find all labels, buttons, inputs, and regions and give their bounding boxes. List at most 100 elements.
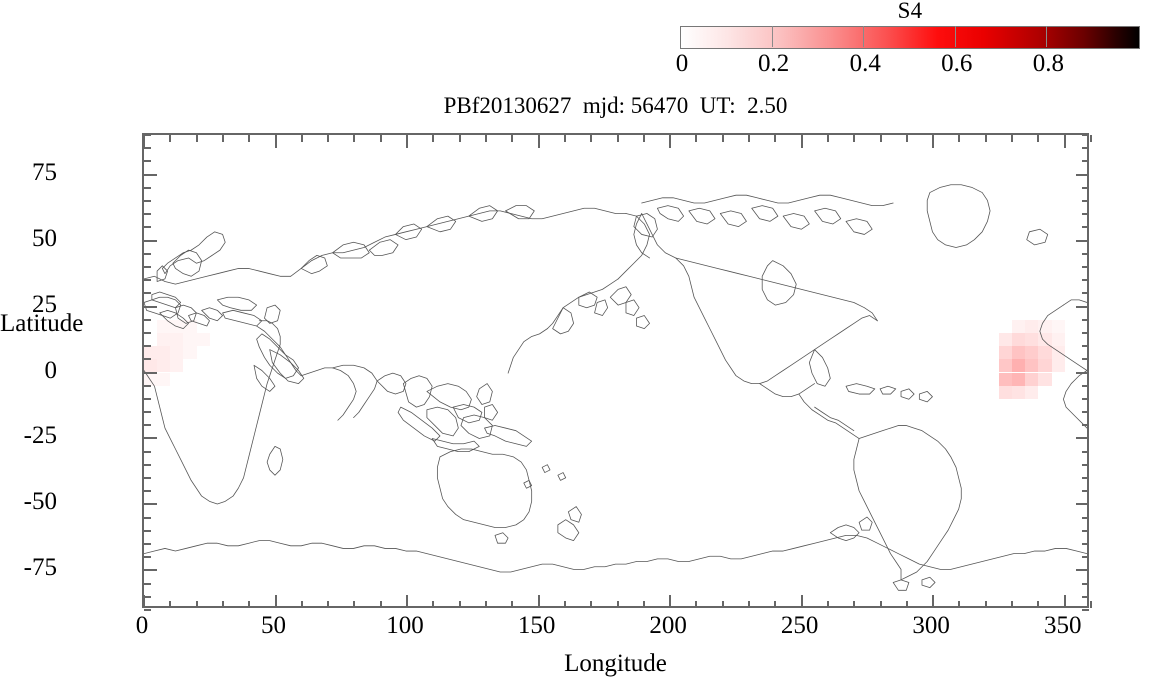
x-major-tick	[800, 135, 803, 148]
x-minor-tick	[432, 601, 435, 608]
data-cell	[157, 332, 171, 347]
colorbar-tick	[771, 26, 773, 47]
x-minor-tick	[853, 601, 856, 608]
data-cell	[157, 372, 171, 386]
x-minor-tick	[300, 135, 303, 142]
x-tick-label: 100	[386, 612, 424, 639]
data-cell	[1012, 385, 1026, 399]
y-minor-tick	[1082, 147, 1089, 150]
y-minor-tick	[144, 397, 151, 400]
data-cell	[183, 332, 197, 347]
y-major-tick	[1076, 503, 1089, 506]
y-major-tick	[1076, 569, 1089, 572]
y-minor-tick	[1082, 609, 1089, 611]
x-minor-tick	[484, 135, 487, 142]
x-minor-tick	[221, 601, 224, 608]
x-minor-tick	[353, 601, 356, 608]
colorbar-tick	[863, 26, 865, 47]
x-minor-tick	[1011, 601, 1014, 608]
data-cell	[144, 359, 158, 373]
y-minor-tick	[144, 556, 151, 559]
y-minor-tick	[144, 582, 151, 585]
x-minor-tick	[379, 601, 382, 608]
x-major-tick	[274, 595, 277, 608]
x-minor-tick	[958, 601, 961, 608]
x-minor-tick	[879, 135, 882, 142]
y-tick-label: 0	[44, 356, 58, 384]
x-minor-tick	[248, 601, 251, 608]
x-minor-tick	[379, 135, 382, 142]
y-major-tick	[144, 239, 157, 242]
x-minor-tick	[721, 601, 724, 608]
y-minor-tick	[1082, 424, 1089, 427]
x-major-tick	[1063, 135, 1066, 148]
x-major-tick	[406, 135, 409, 148]
y-minor-tick	[1082, 556, 1089, 559]
y-minor-tick	[1082, 411, 1089, 414]
x-major-tick	[274, 135, 277, 148]
y-minor-tick	[144, 490, 151, 493]
coastline-overlay	[144, 184, 1087, 591]
y-minor-tick	[144, 147, 151, 150]
y-tick-label: 75	[32, 158, 57, 186]
x-minor-tick	[748, 135, 751, 142]
map-clip	[144, 135, 1087, 606]
y-minor-tick	[1082, 582, 1089, 585]
x-minor-tick	[300, 601, 303, 608]
x-minor-tick	[195, 601, 198, 608]
y-tick-label: -75	[23, 554, 57, 582]
colorbar-tick	[1046, 26, 1048, 47]
x-minor-tick	[958, 135, 961, 142]
x-minor-tick	[1037, 601, 1040, 608]
x-minor-tick	[616, 135, 619, 142]
y-minor-tick	[144, 609, 151, 611]
y-minor-tick	[144, 595, 151, 598]
y-minor-tick	[1082, 226, 1089, 229]
y-minor-tick	[1082, 186, 1089, 189]
y-minor-tick	[1082, 450, 1089, 453]
x-major-tick	[537, 135, 540, 148]
data-cell	[1012, 332, 1026, 347]
y-minor-tick	[1082, 134, 1089, 136]
data-cell	[998, 346, 1013, 360]
x-minor-tick	[721, 135, 724, 142]
x-minor-tick	[563, 601, 566, 608]
x-minor-tick	[984, 601, 987, 608]
x-minor-tick	[590, 601, 593, 608]
data-cell	[998, 359, 1013, 373]
y-minor-tick	[1082, 252, 1089, 255]
y-minor-tick	[1082, 213, 1089, 216]
colorbar-gradient	[680, 26, 1140, 49]
map-plot-area[interactable]	[142, 133, 1092, 611]
y-minor-tick	[1082, 331, 1089, 334]
x-tick-label: 250	[780, 612, 819, 639]
y-minor-tick	[144, 384, 151, 387]
x-tick-label: 200	[649, 612, 687, 639]
x-minor-tick	[484, 601, 487, 608]
x-major-tick	[932, 135, 935, 148]
y-major-tick	[1076, 371, 1089, 374]
y-minor-tick	[1082, 160, 1089, 163]
y-minor-tick	[1082, 463, 1089, 466]
y-minor-tick	[144, 252, 151, 255]
y-minor-tick	[144, 134, 151, 136]
y-minor-tick	[1082, 265, 1089, 268]
data-cell	[1038, 359, 1052, 373]
x-minor-tick	[1090, 135, 1092, 142]
data-cell	[1012, 359, 1026, 373]
x-major-tick	[143, 135, 145, 148]
x-minor-tick	[221, 135, 224, 142]
x-tick-label: 0	[135, 612, 149, 639]
x-minor-tick	[984, 135, 987, 142]
data-cell	[998, 332, 1013, 347]
x-tick-label: 300	[912, 612, 950, 639]
y-minor-tick	[1082, 292, 1089, 295]
x-minor-tick	[248, 135, 251, 142]
y-minor-tick	[144, 516, 151, 519]
y-major-tick	[144, 305, 157, 308]
data-cell	[1025, 359, 1039, 373]
x-minor-tick	[642, 135, 645, 142]
y-minor-tick	[1082, 397, 1089, 400]
x-major-tick	[406, 595, 409, 608]
data-cell	[1038, 372, 1052, 386]
